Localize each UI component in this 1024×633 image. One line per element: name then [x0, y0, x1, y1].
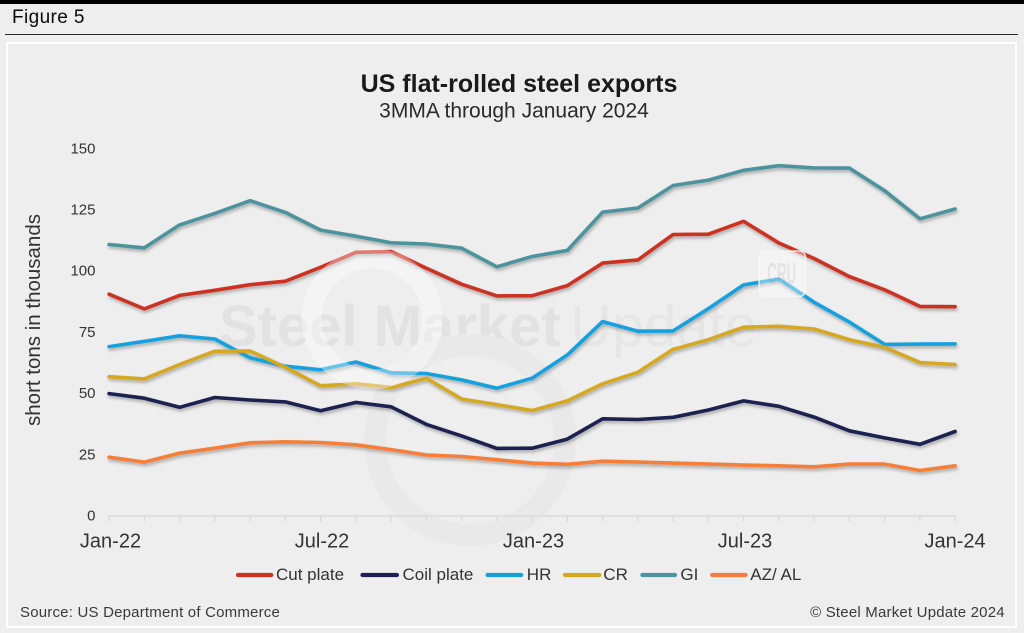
- svg-text:Jan-24: Jan-24: [925, 531, 986, 553]
- svg-text:CR: CR: [603, 565, 628, 584]
- svg-text:Jul-22: Jul-22: [295, 531, 349, 553]
- svg-text:Jan-23: Jan-23: [503, 531, 564, 553]
- svg-text:75: 75: [79, 324, 96, 341]
- svg-text:100: 100: [70, 263, 95, 280]
- svg-text:Jan-22: Jan-22: [80, 531, 141, 553]
- svg-text:CRU: CRU: [767, 258, 796, 291]
- svg-text:AZ/ AL: AZ/ AL: [750, 565, 801, 584]
- svg-text:0: 0: [87, 508, 95, 525]
- svg-text:Source: US Department of Comme: Source: US Department of Commerce: [20, 604, 280, 621]
- svg-text:Update: Update: [570, 294, 757, 359]
- svg-text:GI: GI: [680, 565, 698, 584]
- svg-text:150: 150: [70, 140, 95, 157]
- svg-text:US flat-rolled steel exports: US flat-rolled steel exports: [361, 70, 678, 98]
- svg-text:Jul-23: Jul-23: [718, 531, 772, 553]
- svg-text:3MMA through January 2024: 3MMA through January 2024: [379, 100, 649, 123]
- svg-text:Cut plate: Cut plate: [276, 565, 344, 584]
- svg-text:Coil plate: Coil plate: [403, 565, 474, 584]
- svg-text:50: 50: [79, 385, 96, 402]
- svg-text:HR: HR: [527, 565, 552, 584]
- svg-text:short tons in thousands: short tons in thousands: [22, 214, 45, 426]
- svg-text:25: 25: [79, 446, 96, 463]
- svg-text:© Steel Market Update 2024: © Steel Market Update 2024: [810, 604, 1005, 621]
- svg-text:125: 125: [70, 202, 95, 219]
